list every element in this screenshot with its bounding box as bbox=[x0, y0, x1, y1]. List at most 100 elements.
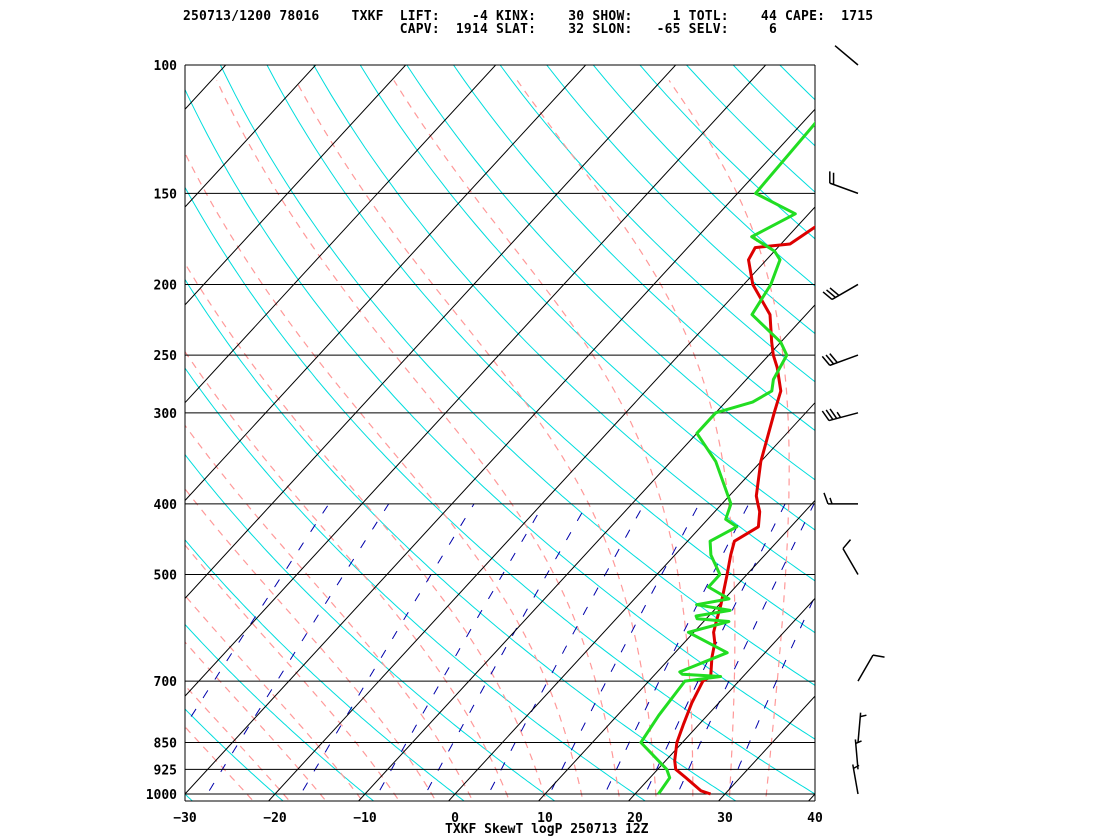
wind-barb bbox=[842, 539, 859, 575]
isotherm bbox=[185, 65, 587, 502]
isotherm bbox=[807, 793, 815, 801]
wind-barb bbox=[821, 408, 859, 422]
barb-feather bbox=[829, 287, 840, 297]
barb-feather bbox=[822, 291, 833, 301]
barb-staff bbox=[852, 764, 859, 795]
barb-feather bbox=[825, 409, 834, 420]
pressure-label: 700 bbox=[154, 675, 178, 690]
moist-adiabat bbox=[516, 80, 736, 801]
temperature-tick-label: 40 bbox=[807, 811, 823, 826]
isotherm bbox=[267, 206, 815, 801]
pressure-label: 500 bbox=[154, 569, 178, 584]
mixing-ratio-line bbox=[723, 595, 815, 801]
barb-feather bbox=[829, 408, 838, 419]
moist-adiabat bbox=[185, 641, 327, 801]
moist-adiabat bbox=[185, 151, 584, 801]
moist-adiabat bbox=[216, 80, 621, 801]
temperature-tick-label: −10 bbox=[353, 811, 377, 826]
temperature-trace bbox=[673, 225, 815, 796]
wind-barb bbox=[823, 492, 858, 505]
temperature-tick-label: 30 bbox=[717, 811, 733, 826]
dry-adiabat bbox=[359, 65, 815, 531]
wind-barb bbox=[854, 739, 862, 770]
pressure-labels: 100 150 200 250 300 400 500 700 850 925 1000 bbox=[146, 59, 177, 803]
temperature-tick-label: 20 bbox=[627, 811, 643, 826]
wind-barb bbox=[821, 353, 859, 367]
barb-staff bbox=[857, 712, 862, 743]
mixing-ratio-line bbox=[421, 503, 588, 801]
mixing-ratio-line bbox=[202, 503, 390, 801]
isotherm bbox=[185, 65, 317, 208]
moist-adiabat bbox=[185, 684, 291, 801]
dry-adiabat bbox=[546, 65, 815, 335]
temperature-tick-label: 10 bbox=[537, 811, 553, 826]
dry-adiabat bbox=[856, 49, 1120, 810]
mixing-ratio-line bbox=[484, 503, 645, 801]
pressure-label: 200 bbox=[154, 278, 178, 293]
temperature-tick-label: −30 bbox=[173, 811, 197, 826]
moist-adiabat bbox=[393, 80, 694, 801]
pressure-label: 1000 bbox=[146, 788, 177, 803]
isotherm bbox=[0, 49, 151, 810]
wind-barb bbox=[829, 171, 859, 195]
header-line-station: CAPV: 1914 SLAT: 32 SLON: -65 SELV: 6 bbox=[183, 22, 777, 37]
wind-barb bbox=[857, 712, 867, 743]
temperature-tick-label: −20 bbox=[263, 811, 287, 826]
dry-adiabat bbox=[266, 65, 815, 634]
barb-feather bbox=[823, 492, 829, 505]
moist-adiabat bbox=[185, 350, 511, 801]
isotherm bbox=[185, 65, 767, 697]
dry-adiabat bbox=[732, 65, 815, 147]
chart-title: TXKF SkewT logP 250713 12Z bbox=[445, 822, 649, 837]
barb-feather bbox=[821, 410, 830, 422]
dry-adiabat bbox=[185, 367, 647, 801]
mixing-ratio-line bbox=[296, 503, 475, 801]
barb-staff bbox=[842, 548, 859, 575]
dry-adiabat bbox=[185, 708, 284, 801]
moist-adiabat bbox=[185, 424, 474, 801]
wind-barb bbox=[834, 45, 859, 66]
moist-adiabat bbox=[185, 725, 254, 801]
isotherm bbox=[717, 695, 815, 801]
dry-adiabat bbox=[185, 539, 465, 801]
barb-feather bbox=[872, 654, 885, 658]
dry-adiabat bbox=[313, 65, 815, 582]
barb-feather bbox=[842, 539, 852, 550]
pressure-label: 300 bbox=[154, 407, 178, 422]
dry-adiabat bbox=[452, 65, 815, 432]
dry-adiabat bbox=[592, 65, 815, 287]
barb-staff bbox=[831, 283, 859, 301]
pressure-label: 250 bbox=[154, 349, 178, 364]
barb-feather bbox=[821, 355, 831, 366]
wind-barb bbox=[857, 654, 885, 682]
barb-half-feather bbox=[860, 714, 867, 718]
pressure-label: 400 bbox=[154, 498, 178, 513]
barb-staff bbox=[829, 182, 859, 195]
dry-adiabat bbox=[185, 453, 556, 801]
isotherm bbox=[185, 65, 497, 404]
mixing-ratio-lines bbox=[185, 503, 815, 801]
isotherm bbox=[185, 65, 677, 600]
temperature-labels: −30 −20 −10 0 10 20 30 40 bbox=[173, 811, 823, 826]
isotherm bbox=[627, 597, 815, 801]
wind-barbs bbox=[821, 45, 885, 795]
dry-adiabat bbox=[185, 88, 815, 740]
header-line-indices: 250713/1200 78016 TXKF LIFT: -4 KINX: 30… bbox=[183, 9, 874, 24]
mixing-ratio-line bbox=[185, 503, 330, 728]
sounding-traces bbox=[639, 121, 815, 796]
dry-adiabat bbox=[685, 65, 815, 193]
isotherm bbox=[537, 499, 815, 801]
barb-half-feather bbox=[836, 411, 842, 418]
pressure-label: 925 bbox=[154, 763, 177, 778]
barb-half-feather bbox=[829, 497, 833, 505]
isotherm bbox=[891, 49, 1120, 810]
isotherm bbox=[185, 108, 815, 795]
isotherm bbox=[447, 401, 815, 801]
isobars bbox=[185, 64, 815, 795]
dry-adiabat bbox=[185, 793, 194, 801]
barb-feather bbox=[829, 353, 838, 364]
moist-adiabats bbox=[185, 80, 790, 801]
barb-staff bbox=[828, 412, 859, 422]
dry-adiabat bbox=[185, 186, 815, 795]
